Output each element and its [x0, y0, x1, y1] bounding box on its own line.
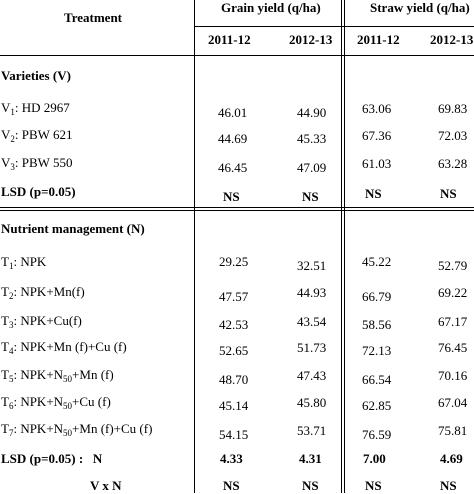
row-label: V3: PBW 550	[1, 155, 73, 172]
cell: NS	[440, 478, 457, 493]
row-label: T5: NPK+N50+Mn (f)	[1, 367, 114, 384]
cell: 76.59	[362, 427, 392, 442]
row-label: T6: NPK+N50+Cu (f)	[1, 394, 111, 411]
row-label: V1: HD 2967	[1, 100, 70, 117]
year-header: 2012-13	[289, 32, 333, 47]
cell: NS	[223, 478, 240, 493]
cell: 72.03	[438, 128, 468, 143]
cell: 72.13	[362, 343, 392, 358]
cell: 58.56	[362, 317, 392, 332]
grain-yield-header: Grain yield (q/ha)	[221, 0, 321, 15]
cell: 4.69	[440, 451, 463, 466]
cell: 51.73	[297, 340, 327, 355]
cell: NS	[365, 186, 382, 201]
interaction-label: V x N	[90, 478, 122, 493]
row-label: T1: NPK	[1, 254, 47, 271]
column-rule	[341, 0, 342, 493]
cell: 45.33	[297, 131, 327, 146]
cell: 76.45	[438, 340, 468, 355]
cell: 69.22	[438, 285, 468, 300]
cell: 4.31	[299, 451, 322, 466]
header-bottom-rule	[0, 55, 474, 56]
cell: 52.65	[219, 343, 249, 358]
cell: 53.71	[297, 423, 327, 438]
cell: 44.90	[297, 105, 327, 120]
row-label: V2: PBW 621	[1, 127, 73, 144]
cell: 43.54	[297, 314, 327, 329]
year-header: 2011-12	[208, 32, 251, 47]
lsd-label: LSD (p=0.05)	[1, 184, 76, 199]
cell: 44.69	[218, 131, 248, 146]
cell: 46.01	[218, 105, 248, 120]
row-label: T3: NPK+Cu(f)	[1, 313, 82, 330]
cell: 75.81	[438, 423, 468, 438]
lsd-label: LSD (p=0.05) : N	[1, 451, 103, 466]
cell: 44.93	[297, 285, 327, 300]
cell: 42.53	[219, 317, 249, 332]
cell: 46.45	[218, 160, 248, 175]
cell: 29.25	[219, 254, 249, 269]
row-label: T4: NPK+Mn (f)+Cu (f)	[1, 339, 127, 356]
cell: 54.15	[219, 427, 249, 442]
cell: 32.51	[297, 258, 327, 273]
cell: NS	[223, 189, 240, 204]
cell: 47.57	[219, 289, 249, 304]
cell: 69.83	[438, 101, 468, 116]
cell: 45.22	[362, 254, 392, 269]
cell: 45.80	[297, 395, 327, 410]
treatment-header: Treatment	[64, 10, 122, 25]
cell: 70.16	[438, 368, 468, 383]
header-rule	[194, 26, 474, 27]
cell: 7.00	[363, 451, 386, 466]
cell: 67.04	[438, 395, 468, 410]
straw-yield-header: Straw yield (q/ha)	[370, 0, 470, 15]
column-rule	[344, 0, 345, 493]
nutrient-heading: Nutrient management (N)	[1, 221, 145, 236]
cell: NS	[440, 186, 457, 201]
section-rule	[0, 210, 474, 211]
cell: 48.70	[219, 372, 249, 387]
cell: 4.33	[220, 451, 243, 466]
cell: 66.79	[362, 289, 392, 304]
cell: 62.85	[362, 398, 392, 413]
cell: 63.28	[438, 156, 468, 171]
cell: 52.79	[438, 258, 468, 273]
cell: NS	[302, 478, 319, 493]
cell: 67.17	[438, 314, 468, 329]
cell: 66.54	[362, 372, 392, 387]
cell: 67.36	[362, 128, 392, 143]
cell: NS	[302, 189, 319, 204]
cell: 45.14	[219, 398, 249, 413]
varieties-heading: Varieties (V)	[1, 68, 71, 83]
cell: NS	[365, 478, 382, 493]
cell: 47.09	[297, 160, 327, 175]
cell: 63.06	[362, 101, 392, 116]
year-header: 2011-12	[357, 32, 400, 47]
row-label: T2: NPK+Mn(f)	[1, 284, 85, 301]
column-rule	[194, 0, 195, 493]
section-rule	[0, 207, 474, 208]
row-label: T7: NPK+N50+Mn (f)+Cu (f)	[1, 421, 153, 438]
year-header: 2012-13	[430, 32, 474, 47]
cell: 61.03	[362, 156, 392, 171]
cell: 47.43	[297, 368, 327, 383]
